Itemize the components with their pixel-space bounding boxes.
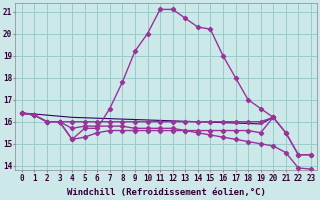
X-axis label: Windchill (Refroidissement éolien,°C): Windchill (Refroidissement éolien,°C) (67, 188, 266, 197)
